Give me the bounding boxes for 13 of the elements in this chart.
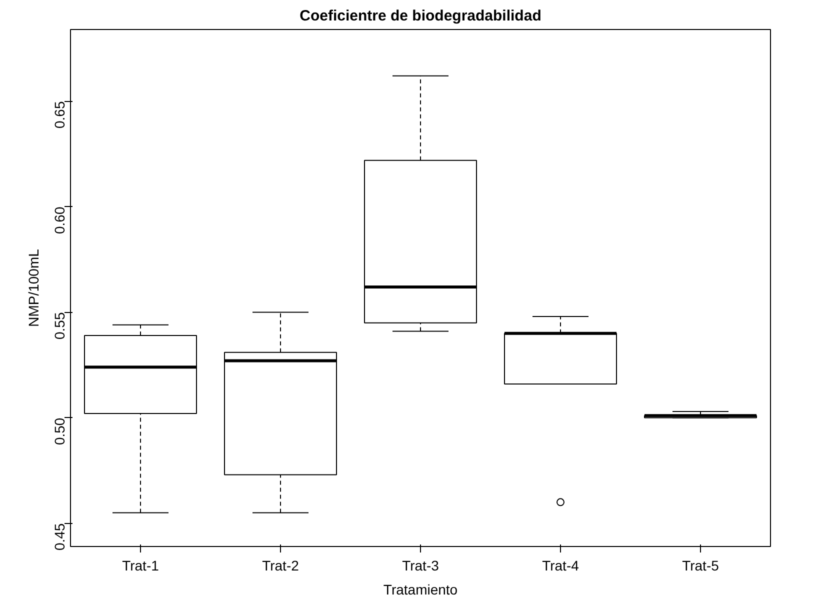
y-axis-title: NMP/100mL — [26, 248, 42, 327]
y-tick-label: 0.55 — [52, 312, 68, 340]
x-axis-title: Tratamiento — [383, 582, 458, 598]
y-tick-label: 0.65 — [52, 101, 68, 128]
x-tick-label: Trat-1 — [122, 558, 160, 574]
x-tick-label: Trat-2 — [262, 558, 300, 574]
x-tick-label: Trat-4 — [542, 558, 580, 574]
y-tick-label: 0.60 — [52, 206, 68, 234]
chart-title: Coeficientre de biodegradabilidad — [300, 8, 542, 24]
x-tick-label: Trat-5 — [682, 558, 720, 574]
y-tick-label: 0.45 — [52, 523, 68, 551]
x-tick-label: Trat-3 — [402, 558, 440, 574]
y-tick-label: 0.50 — [52, 418, 68, 446]
